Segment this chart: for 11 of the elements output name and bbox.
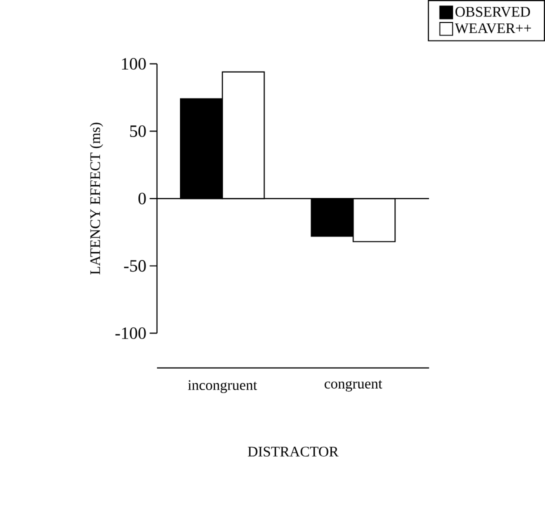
y-tick-label: -50 [124, 260, 146, 272]
y-tick-label: 0 [138, 192, 146, 204]
y-tick-label: -100 [115, 327, 146, 340]
legend-label: OBSERVED [455, 6, 530, 17]
y-tick-label: 100 [122, 58, 146, 70]
y-axis-title: LATENCY EFFECT (ms) [90, 122, 104, 275]
x-axis-title: DISTRACTOR [248, 446, 339, 457]
x-tick-label: incongruent [188, 380, 258, 394]
x-tick-label: congruent [324, 380, 382, 392]
legend-label: WEAVER++ [454, 23, 531, 34]
y-tick-label: 50 [130, 125, 146, 138]
